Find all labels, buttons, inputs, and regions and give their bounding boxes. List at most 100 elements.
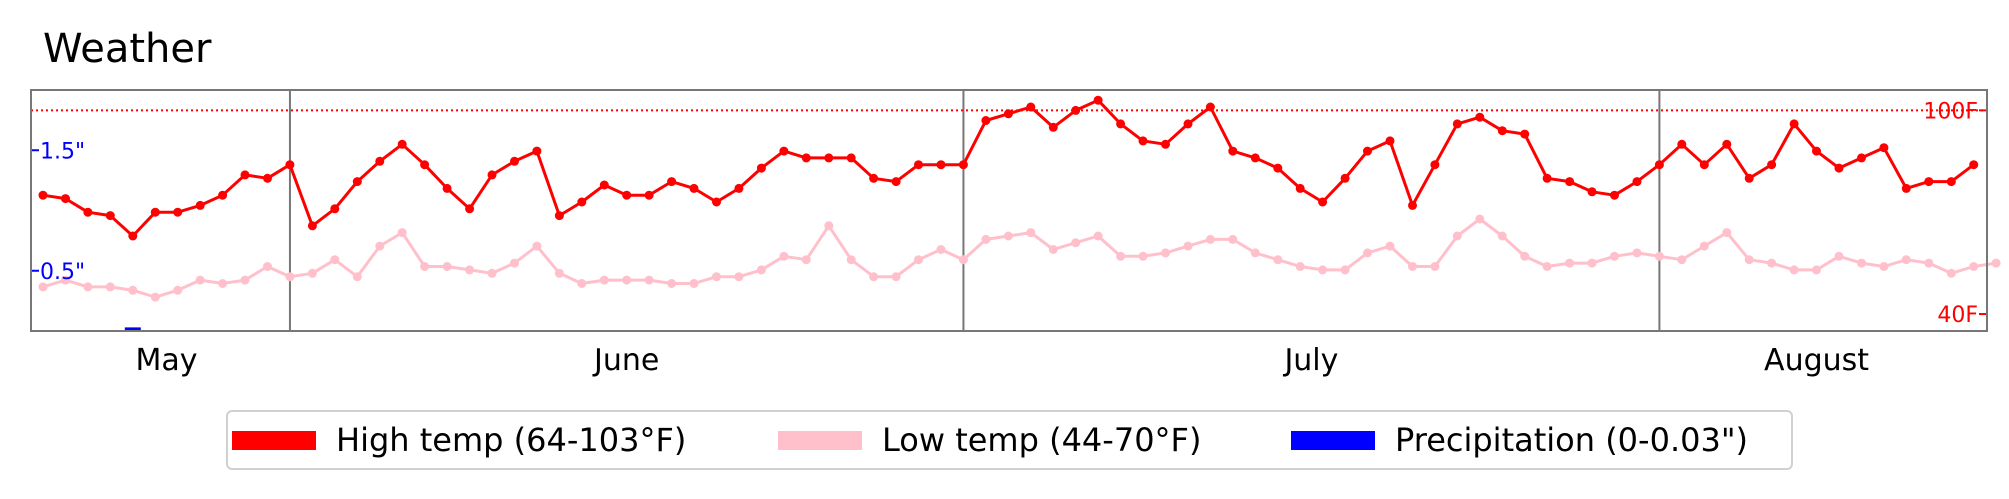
low-temp-point	[1565, 258, 1575, 268]
low-temp-point	[375, 241, 385, 251]
low-temp-point	[307, 268, 317, 278]
high-temp-point	[1497, 126, 1507, 136]
month-label-august: August	[1764, 343, 1869, 378]
low-temp-point	[1048, 245, 1058, 254]
high-temp-point	[1901, 183, 1911, 193]
high-temp-point	[420, 160, 430, 170]
high-temp-point	[869, 173, 879, 183]
low-temp-point	[173, 285, 183, 295]
high-temp-point	[1138, 136, 1148, 146]
high-temp-point	[1677, 139, 1687, 149]
low-temp-point	[1969, 262, 1979, 271]
high-temp-point	[307, 221, 317, 231]
low-temp-point	[1475, 214, 1485, 224]
low-temp-point	[1654, 251, 1664, 261]
high-temp-point	[1116, 119, 1126, 129]
low-temp-point	[352, 272, 362, 282]
high-temp-point	[891, 177, 901, 187]
high-temp-point	[465, 204, 475, 214]
low-temp-point	[779, 251, 789, 261]
temp-tick-label: 100F	[1923, 99, 1978, 124]
high-temp-point	[240, 170, 250, 180]
high-temp-point	[1452, 119, 1462, 129]
high-temp-point	[61, 194, 70, 204]
low-temp-line	[42, 217, 1997, 299]
high-temp-point	[1857, 153, 1866, 163]
high-temp-point	[330, 204, 340, 214]
low-temp-point	[330, 255, 340, 265]
precip-bar	[124, 327, 141, 331]
high-temp-point	[150, 207, 160, 217]
low-temp-point	[689, 279, 699, 288]
legend-label-high: High temp (64-103°F)	[336, 421, 687, 459]
high-temp-point	[83, 207, 93, 217]
high-temp-point	[195, 200, 205, 210]
precip-tick-label: 0.5"	[40, 260, 85, 285]
plot-frame	[30, 89, 1988, 332]
high-temp-point	[1610, 190, 1619, 200]
low-temp-point	[577, 279, 587, 288]
high-temp-point	[824, 153, 834, 163]
low-temp-point	[644, 275, 654, 285]
high-temp-point	[1699, 160, 1709, 170]
high-temp-point	[532, 146, 542, 156]
high-temp-point	[667, 177, 677, 187]
high-temp-point	[644, 190, 654, 200]
low-temp-point	[1789, 265, 1799, 275]
high-temp-point	[1744, 173, 1754, 183]
high-temp-point	[1475, 112, 1485, 122]
legend-swatch-high	[232, 430, 316, 450]
high-temp-point	[554, 211, 564, 221]
low-temp-point	[1093, 231, 1103, 241]
precip-tick-label: 1.5"	[40, 139, 85, 164]
low-temp-point	[1610, 251, 1619, 261]
high-temp-point	[510, 156, 519, 166]
high-temp-point	[1295, 183, 1305, 193]
high-temp-point	[936, 160, 946, 170]
high-temp-point	[1879, 143, 1889, 153]
high-temp-point	[846, 153, 856, 163]
low-temp-point	[1924, 258, 1934, 268]
low-temp-point	[1497, 231, 1507, 241]
low-temp-point	[1071, 238, 1081, 248]
high-temp-point	[779, 146, 789, 156]
low-temp-point	[1363, 248, 1372, 258]
low-temp-point	[1767, 258, 1777, 268]
high-temp-point	[442, 183, 452, 193]
low-temp-point	[218, 279, 228, 288]
low-temp-point	[1183, 241, 1193, 251]
low-temp-point	[1408, 262, 1417, 271]
month-label-june: June	[592, 343, 659, 378]
high-temp-point	[1924, 177, 1934, 187]
legend-swatch-precip	[1291, 430, 1375, 450]
high-temp-point	[1587, 187, 1597, 197]
low-temp-point	[510, 258, 519, 268]
low-temp-point	[734, 272, 744, 282]
legend-label-precip: Precipitation (0-0.03")	[1395, 421, 1749, 459]
low-temp-point	[1430, 262, 1440, 271]
high-temp-point	[1946, 177, 1956, 187]
high-temp-point	[1767, 160, 1777, 170]
high-temp-point	[1183, 119, 1193, 129]
high-temp-point	[1385, 136, 1395, 146]
high-temp-point	[218, 190, 228, 200]
low-temp-point	[1003, 231, 1013, 241]
low-temp-point	[599, 275, 609, 285]
low-temp-point	[532, 241, 542, 251]
low-temp-point	[1452, 231, 1462, 241]
low-temp-point	[1587, 258, 1597, 268]
high-temp-point	[1812, 146, 1821, 156]
high-temp-point	[263, 173, 272, 183]
low-temp-point	[1116, 251, 1126, 261]
low-temp-point	[487, 268, 497, 278]
low-temp-point	[1161, 248, 1170, 258]
high-temp-point	[1340, 173, 1350, 183]
high-temp-point	[1789, 119, 1799, 129]
high-temp-point	[622, 190, 632, 200]
high-temp-point	[1250, 153, 1260, 163]
low-temp-point	[824, 221, 834, 231]
low-temp-point	[1273, 255, 1283, 265]
low-temp-point	[1744, 255, 1754, 265]
legend-swatch-low	[778, 430, 862, 450]
